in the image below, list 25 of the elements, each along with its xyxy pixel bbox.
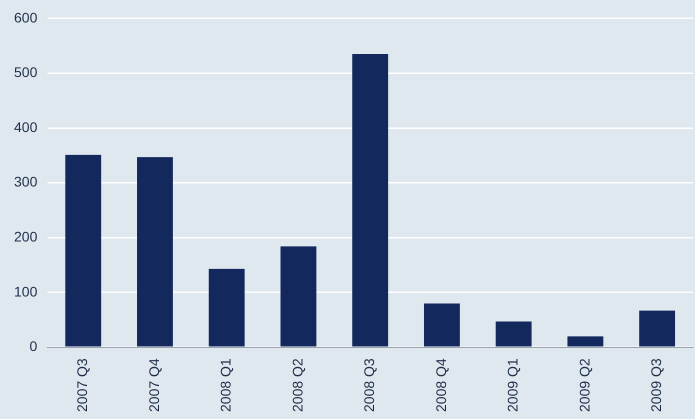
bar (639, 310, 676, 347)
y-tick-label: 200 (14, 228, 38, 245)
bar (424, 303, 460, 347)
x-tick-label: 2008 Q4 (432, 358, 449, 412)
bar (208, 268, 245, 347)
x-tick-label: 2009 Q3 (648, 358, 664, 412)
x-tick-label: 2007 Q3 (74, 358, 90, 412)
bar (496, 322, 532, 347)
x-tick-label: 2008 Q3 (361, 358, 378, 412)
y-tick-label: 500 (14, 64, 38, 80)
bar (352, 54, 388, 347)
x-tick-label: 2009 Q1 (504, 358, 521, 412)
x-tick-label: 2009 Q2 (576, 358, 592, 412)
y-tick-label: 0 (30, 338, 38, 354)
x-tick-label: 2008 Q1 (218, 358, 234, 412)
x-tick-label: 2008 Q2 (289, 358, 306, 412)
y-tick-label: 600 (14, 9, 38, 26)
y-tick-label: 400 (14, 118, 38, 135)
x-tick-label: 2007 Q4 (146, 358, 162, 412)
bar (65, 154, 102, 347)
y-tick-label: 100 (14, 283, 38, 300)
bar (567, 336, 604, 347)
bar (137, 157, 173, 347)
y-tick-label: 300 (14, 174, 38, 190)
bar (280, 246, 316, 347)
